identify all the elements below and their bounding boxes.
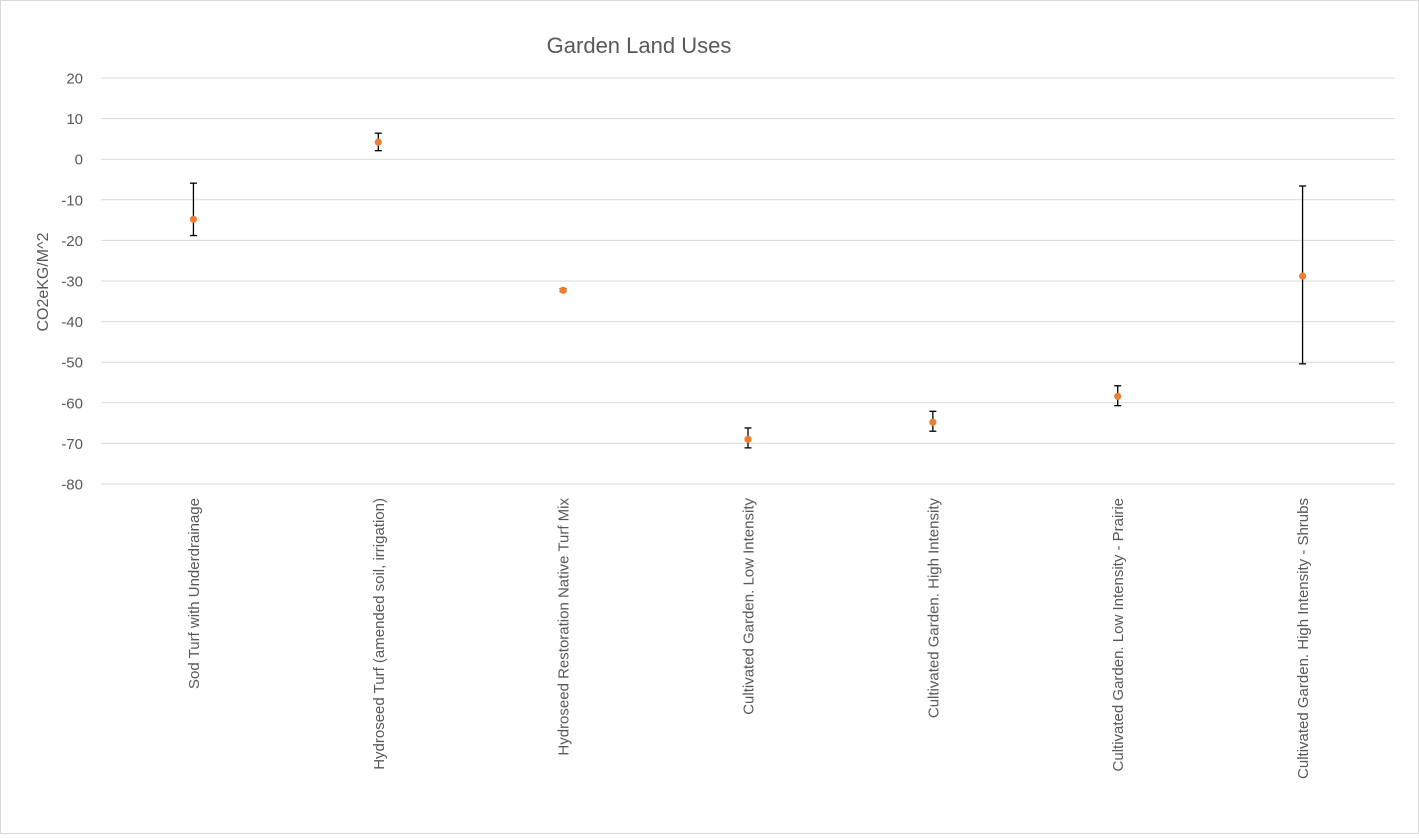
x-tick-labels: Sod Turf with Underdrainage Hydroseed Tur… [186, 498, 1312, 779]
x-tick-label: Cultivated Garden. Low Intensity [741, 498, 758, 715]
y-tick-label: -40 [61, 314, 83, 331]
error-bars [189, 132, 1307, 449]
data-points [189, 138, 1307, 443]
data-point [1114, 392, 1122, 400]
data-point [1298, 272, 1307, 280]
y-tick-label: 0 [75, 152, 83, 169]
data-point [744, 435, 752, 443]
y-tick-label: -10 [61, 192, 83, 209]
data-point [374, 138, 382, 146]
y-tick-label: 10 [66, 111, 83, 128]
y-tick-label: -30 [61, 274, 83, 291]
x-tick-label: Hydroseed Restoration Native Turf Mix [556, 498, 573, 756]
data-point [189, 215, 198, 223]
y-tick-label: -80 [61, 477, 83, 494]
chart-title: Garden Land Uses [547, 33, 732, 58]
x-tick-label: Sod Turf with Underdrainage [186, 498, 203, 689]
data-point [929, 418, 937, 426]
y-tick-labels: -80 -70 -60 -50 -40 -30 -20 -10 0 10 20 [61, 71, 83, 494]
y-tick-label: -20 [61, 233, 83, 250]
x-tick-label: Hydroseed Turf (amended soil, irrigation… [371, 498, 388, 770]
gridlines [101, 77, 1395, 485]
y-axis-label: CO2eKG/M^2 [35, 232, 52, 331]
error-bar [189, 182, 197, 237]
x-tick-label: Cultivated Garden. High Intensity [925, 498, 942, 719]
x-tick-label: Cultivated Garden. High Intensity - Shru… [1295, 498, 1312, 779]
y-tick-label: -50 [61, 355, 83, 372]
y-tick-label: 20 [66, 71, 83, 88]
y-tick-label: -70 [61, 436, 83, 453]
y-tick-label: -60 [61, 395, 83, 412]
data-point [559, 286, 567, 294]
x-tick-label: Cultivated Garden. Low Intensity - Prair… [1110, 498, 1127, 771]
